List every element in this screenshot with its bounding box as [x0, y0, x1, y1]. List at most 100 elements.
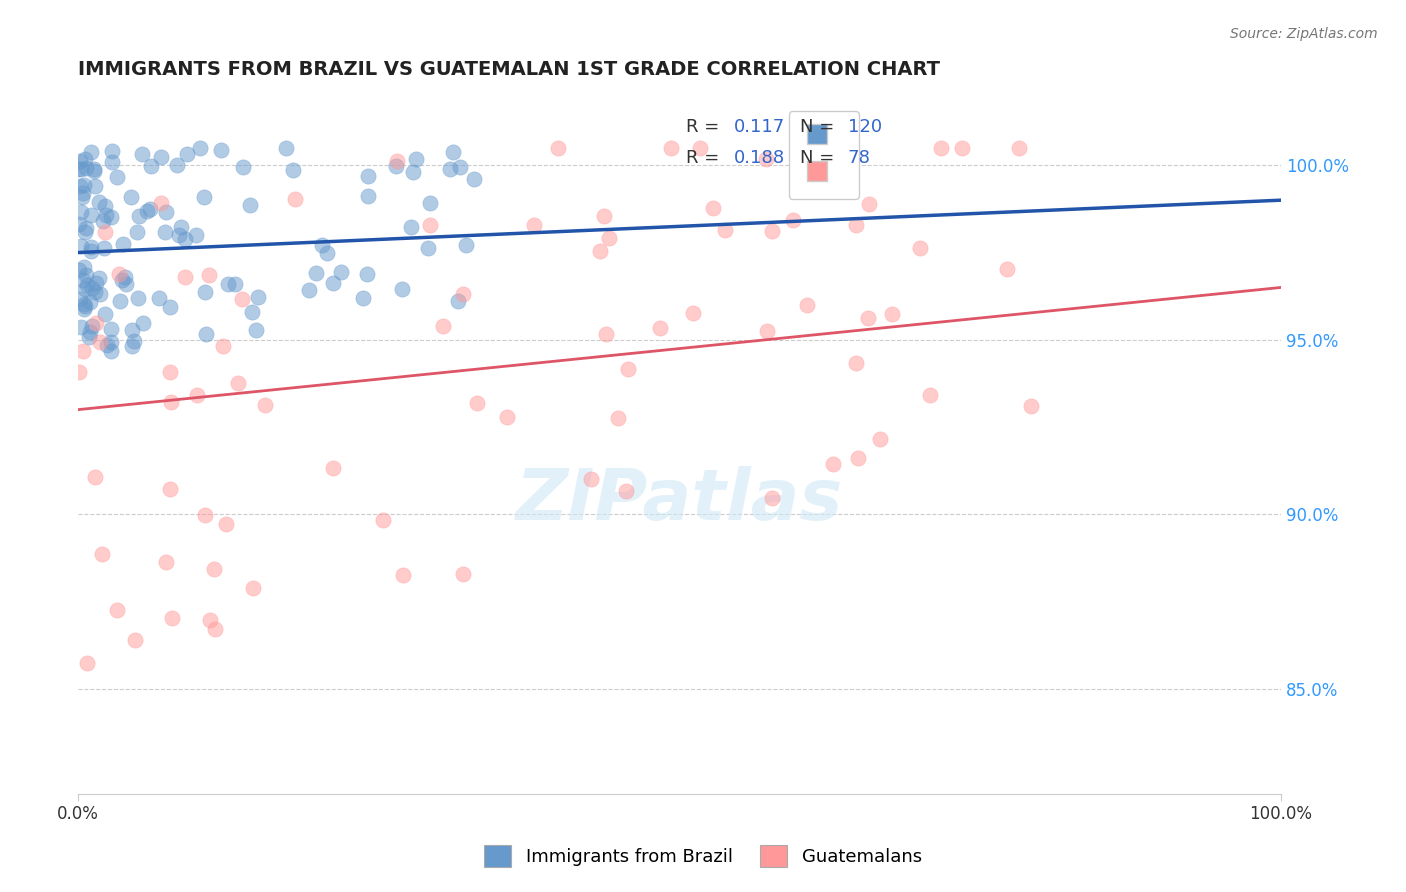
- Text: R =: R =: [686, 149, 724, 168]
- Point: [136, 204, 159, 219]
- Point: [170, 220, 193, 235]
- Point: [72, 186, 94, 201]
- Point: [91, 214, 114, 228]
- Point: [73, 299, 96, 313]
- Point: [950, 141, 973, 155]
- Point: [67, 161, 90, 176]
- Point: [100, 334, 122, 349]
- Point: [322, 276, 344, 290]
- Point: [441, 145, 464, 159]
- Point: [125, 226, 148, 240]
- Point: [176, 146, 198, 161]
- Point: [212, 339, 235, 353]
- Point: [322, 460, 344, 475]
- Point: [882, 307, 904, 321]
- Point: [796, 298, 818, 312]
- Legend: , : ,: [789, 112, 859, 199]
- Point: [84, 277, 107, 291]
- Point: [682, 306, 704, 320]
- Point: [70, 205, 93, 219]
- Point: [391, 282, 413, 296]
- Point: [83, 164, 105, 178]
- Point: [614, 483, 637, 498]
- Point: [756, 324, 779, 338]
- Point: [593, 209, 616, 223]
- Point: [90, 547, 112, 561]
- Point: [150, 150, 173, 164]
- Point: [419, 196, 441, 211]
- Point: [617, 361, 640, 376]
- Point: [284, 192, 307, 206]
- Point: [918, 388, 941, 402]
- Point: [418, 241, 440, 255]
- Point: [169, 228, 191, 243]
- Point: [174, 232, 197, 246]
- Point: [94, 225, 117, 239]
- Point: [523, 218, 546, 232]
- Point: [155, 555, 177, 569]
- Point: [357, 169, 380, 184]
- Point: [121, 323, 143, 337]
- Point: [159, 366, 181, 380]
- Text: IMMIGRANTS FROM BRAZIL VS GUATEMALAN 1ST GRADE CORRELATION CHART: IMMIGRANTS FROM BRAZIL VS GUATEMALAN 1ST…: [79, 60, 941, 78]
- Point: [72, 178, 94, 193]
- Point: [713, 223, 735, 237]
- Point: [77, 330, 100, 344]
- Point: [84, 178, 107, 193]
- Point: [67, 218, 90, 232]
- Point: [67, 365, 90, 379]
- Legend: Immigrants from Brazil, Guatemalans: Immigrants from Brazil, Guatemalans: [477, 838, 929, 874]
- Point: [100, 322, 122, 336]
- Point: [198, 268, 221, 282]
- Point: [595, 326, 617, 341]
- Point: [80, 281, 103, 295]
- Point: [124, 632, 146, 647]
- Point: [160, 611, 183, 625]
- Point: [83, 285, 105, 299]
- Point: [111, 236, 134, 251]
- Point: [232, 160, 254, 174]
- Point: [120, 190, 142, 204]
- Point: [465, 395, 488, 409]
- Point: [76, 656, 98, 670]
- Point: [73, 301, 96, 316]
- Point: [451, 287, 474, 301]
- Point: [159, 482, 181, 496]
- Point: [598, 231, 620, 245]
- Point: [200, 613, 222, 627]
- Point: [995, 261, 1018, 276]
- Point: [159, 395, 181, 409]
- Point: [242, 581, 264, 595]
- Point: [93, 307, 115, 321]
- Point: [89, 287, 111, 301]
- Point: [139, 160, 162, 174]
- Point: [193, 285, 215, 300]
- Point: [217, 277, 239, 292]
- Point: [75, 221, 97, 235]
- Point: [848, 451, 870, 466]
- Point: [166, 158, 188, 172]
- Point: [105, 169, 128, 184]
- Point: [761, 491, 783, 506]
- Point: [276, 141, 298, 155]
- Point: [75, 268, 97, 282]
- Point: [782, 213, 804, 227]
- Text: ZIPatlas: ZIPatlas: [516, 466, 844, 535]
- Point: [122, 334, 145, 349]
- Point: [69, 178, 91, 193]
- Point: [399, 219, 422, 234]
- Point: [70, 190, 93, 204]
- Point: [173, 270, 195, 285]
- Point: [114, 277, 136, 291]
- Point: [659, 141, 682, 155]
- Point: [186, 387, 208, 401]
- Point: [845, 356, 868, 370]
- Point: [76, 278, 98, 293]
- Point: [606, 411, 628, 425]
- Point: [148, 291, 170, 305]
- Point: [83, 162, 105, 177]
- Point: [138, 202, 160, 216]
- Point: [929, 141, 952, 155]
- Point: [329, 265, 352, 279]
- Point: [226, 376, 249, 390]
